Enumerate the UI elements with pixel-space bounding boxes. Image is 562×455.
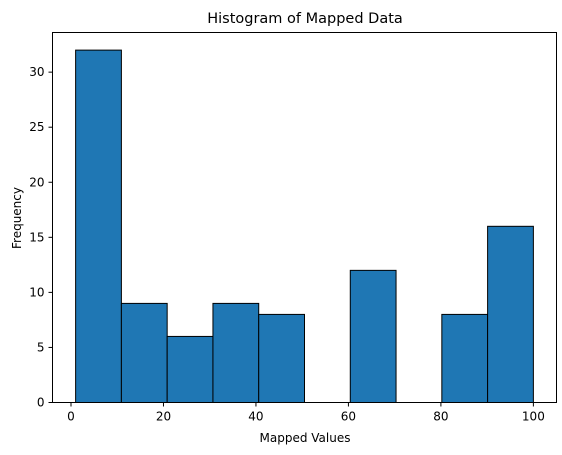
x-tick-label-1: 20 xyxy=(156,410,171,424)
x-axis-ticks: 0 20 40 60 80 100 xyxy=(67,402,545,424)
histogram-bar-3 xyxy=(212,302,260,403)
histogram-bar-6 xyxy=(349,269,397,403)
histogram-bar-0 xyxy=(75,49,122,403)
y-tick-label-1: 5 xyxy=(37,340,45,354)
plot-frame xyxy=(52,32,557,403)
y-tick-label-0: 0 xyxy=(37,396,45,410)
y-axis-label: Frequency xyxy=(10,187,24,249)
chart-title: Histogram of Mapped Data xyxy=(207,11,403,27)
y-tick-label-5: 25 xyxy=(29,120,44,134)
histogram-bar-8 xyxy=(441,313,489,403)
y-tick-label-4: 20 xyxy=(29,175,44,189)
x-tick-label-3: 60 xyxy=(341,410,356,424)
x-tick-label-5: 100 xyxy=(522,410,545,424)
bars-group xyxy=(75,49,534,403)
y-axis-ticks: 0 5 10 15 20 25 30 xyxy=(29,65,53,410)
x-tick-label-4: 80 xyxy=(433,410,448,424)
x-tick-label-0: 0 xyxy=(67,410,75,424)
histogram-bar-4 xyxy=(258,313,305,403)
histogram-bar-2 xyxy=(166,335,214,403)
x-axis-label: Mapped Values xyxy=(260,431,351,445)
histogram-bar-9 xyxy=(487,225,534,403)
y-tick-label-3: 15 xyxy=(29,230,44,244)
y-tick-label-6: 30 xyxy=(29,65,44,79)
histogram-bar-1 xyxy=(120,302,168,403)
y-tick-label-2: 10 xyxy=(29,285,44,299)
x-tick-label-2: 40 xyxy=(248,410,263,424)
